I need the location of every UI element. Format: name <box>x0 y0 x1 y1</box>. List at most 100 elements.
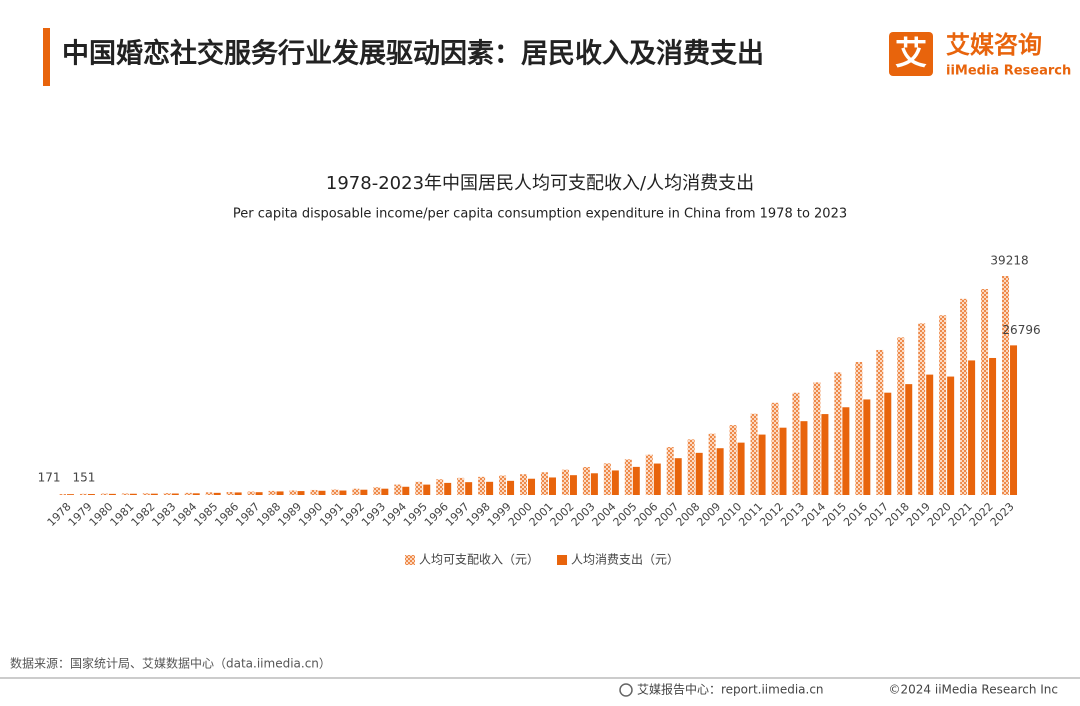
bar <box>918 323 926 495</box>
bar <box>226 491 234 495</box>
bar <box>548 477 556 495</box>
data-label: 151 <box>72 471 95 485</box>
footer-icon <box>619 683 633 697</box>
bar <box>507 480 515 495</box>
bar <box>779 427 787 495</box>
bar <box>247 491 255 495</box>
bar <box>834 372 842 495</box>
bar <box>108 493 116 495</box>
bar <box>310 489 318 495</box>
bar <box>800 421 808 495</box>
bar <box>100 493 108 495</box>
bar <box>947 376 955 495</box>
bar <box>821 414 829 495</box>
bar <box>653 463 661 495</box>
bar <box>79 493 87 495</box>
bar <box>624 459 632 495</box>
bar <box>234 492 242 495</box>
bar <box>381 488 389 495</box>
bar <box>171 493 179 495</box>
bar <box>645 454 653 495</box>
bar <box>66 494 74 495</box>
bar <box>373 487 381 495</box>
bar <box>87 494 95 495</box>
bar <box>205 492 213 495</box>
bar <box>771 402 779 495</box>
legend-swatch <box>405 555 415 565</box>
bar <box>415 481 423 495</box>
bar <box>695 452 703 495</box>
bar <box>213 492 221 495</box>
bar <box>352 488 360 495</box>
bar <box>884 392 892 495</box>
bar <box>331 489 339 495</box>
bar <box>582 467 590 495</box>
bar <box>666 447 674 495</box>
bar <box>520 474 528 495</box>
bar <box>813 382 821 495</box>
bar <box>708 433 716 495</box>
logo-sub: iiMedia Research <box>946 64 1071 79</box>
bar <box>842 407 850 495</box>
legend-swatch <box>557 555 568 565</box>
logo-box <box>889 32 933 76</box>
bar <box>674 458 682 495</box>
x-tick-label: 2023 <box>988 500 1017 529</box>
bar <box>58 494 66 495</box>
bar <box>960 298 968 495</box>
legend-label: 人均可支配收入（元） <box>419 553 539 567</box>
bar <box>855 361 863 495</box>
bar <box>129 493 137 495</box>
bar <box>297 491 305 495</box>
page-title: 中国婚恋社交服务行业发展驱动因素：居民收入及消费支出 <box>62 38 764 70</box>
bar <box>486 481 494 495</box>
data-label: 26796 <box>1002 323 1040 337</box>
data-label: 39218 <box>990 254 1028 268</box>
bar <box>540 472 548 495</box>
bar <box>758 434 766 495</box>
bar <box>150 493 158 495</box>
logo-name: 艾媒咨询 <box>946 31 1042 59</box>
bar <box>876 349 884 495</box>
bar <box>444 482 452 495</box>
bar <box>394 484 402 495</box>
bar <box>289 490 297 495</box>
title-accent <box>43 28 50 86</box>
bar <box>603 463 611 495</box>
bar <box>611 470 619 495</box>
source-note: 数据来源：国家统计局、艾媒数据中心（data.iimedia.cn） <box>10 656 331 671</box>
bar <box>590 473 598 495</box>
bar <box>457 477 465 495</box>
bar <box>687 439 695 495</box>
bar <box>339 490 347 495</box>
legend-label: 人均消费支出（元） <box>571 553 679 567</box>
bar <box>750 413 758 495</box>
bar <box>716 448 724 495</box>
bar <box>142 493 150 495</box>
bar <box>632 466 640 495</box>
bar <box>926 374 934 495</box>
bar <box>478 476 486 495</box>
bar <box>1010 345 1018 495</box>
data-label: 171 <box>38 471 61 485</box>
logo-mark: 艾 <box>895 34 927 72</box>
bar <box>729 425 737 495</box>
bar <box>318 490 326 495</box>
bar <box>121 493 129 495</box>
bar <box>737 442 745 495</box>
bar <box>989 357 997 495</box>
bar <box>423 484 431 495</box>
bar <box>528 478 536 495</box>
bar <box>569 475 577 495</box>
bar <box>968 360 976 495</box>
bar <box>184 492 192 495</box>
bar <box>561 469 569 495</box>
bar <box>465 482 473 495</box>
bar <box>905 384 913 495</box>
chart-subtitle: Per capita disposable income/per capita … <box>233 207 847 222</box>
bar <box>163 493 171 495</box>
bar <box>276 491 284 495</box>
bar <box>192 493 200 495</box>
bar <box>360 489 368 495</box>
